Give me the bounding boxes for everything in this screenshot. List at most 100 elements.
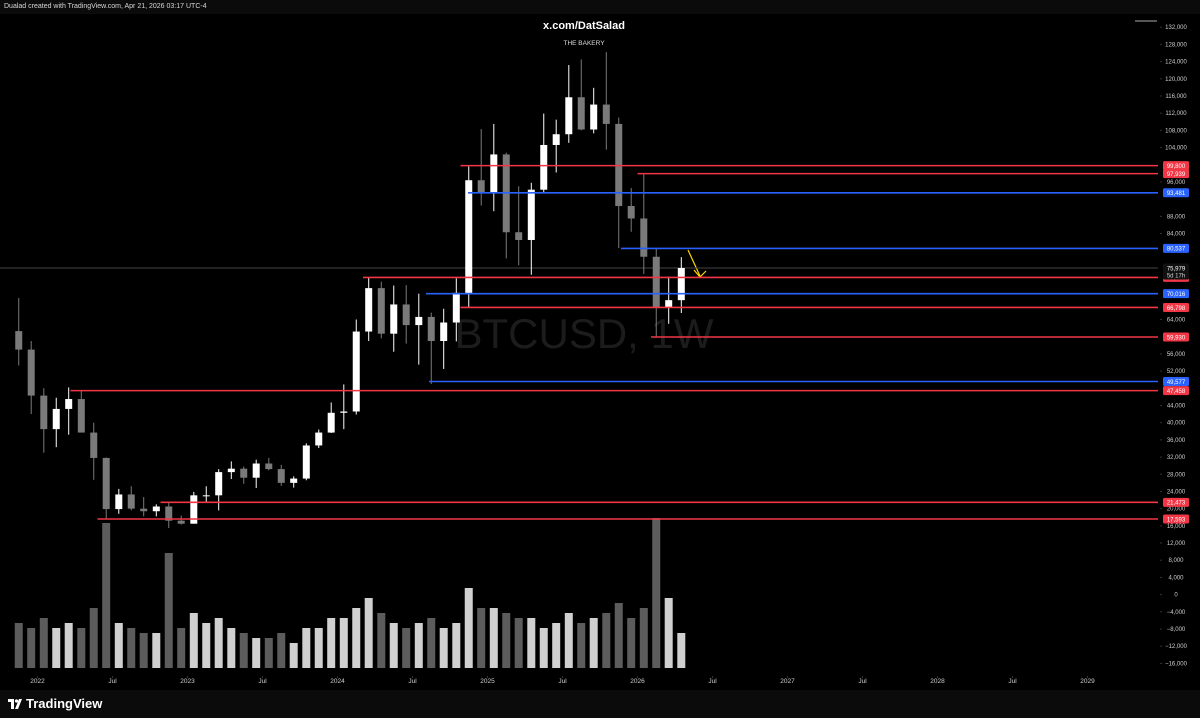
volume-bar xyxy=(589,618,598,668)
x-tick-label: 2024 xyxy=(330,678,345,685)
candle-body xyxy=(265,463,273,470)
x-tick-label: 2022 xyxy=(30,678,45,685)
level-label: 21,473 xyxy=(1167,501,1186,507)
volume-bar xyxy=(89,608,98,668)
candle-body xyxy=(565,97,573,135)
level-label: 47,458 xyxy=(1167,389,1186,395)
level-label-box xyxy=(1163,302,1189,312)
current-price-box xyxy=(1163,263,1189,280)
candle-body xyxy=(315,432,323,446)
volume-bar xyxy=(314,628,323,668)
candle-body xyxy=(15,331,23,350)
x-tick-label: Jul xyxy=(258,678,267,685)
candle-body xyxy=(252,463,260,478)
logo xyxy=(8,699,22,709)
volume-bar xyxy=(252,638,261,668)
y-tick-label: 0 xyxy=(1174,593,1178,599)
candle-body xyxy=(290,478,298,483)
candle-body xyxy=(77,399,85,433)
volume-bar xyxy=(352,608,361,668)
x-tick-label: 2023 xyxy=(180,678,195,685)
level-label-box xyxy=(1163,377,1189,387)
y-tick-label: 32,000 xyxy=(1167,455,1186,461)
candle-body xyxy=(152,506,160,512)
countdown-label: 5d 17h xyxy=(1167,274,1185,280)
volume-bar xyxy=(602,613,611,668)
y-tick-label: 120,000 xyxy=(1165,77,1187,83)
footer: TradingView xyxy=(0,690,1200,718)
volume-bar xyxy=(127,628,136,668)
volume-bar xyxy=(452,623,461,668)
y-tick-label: 4,000 xyxy=(1168,575,1184,581)
level-label: 70,016 xyxy=(1167,292,1186,298)
y-tick-label: 20,000 xyxy=(1167,507,1186,513)
candle-body xyxy=(52,408,60,430)
volume-bar xyxy=(414,623,423,668)
level-label-box xyxy=(1163,169,1189,179)
volume-bar xyxy=(52,628,61,668)
y-tick-label: 16,000 xyxy=(1167,524,1186,530)
volume-bar xyxy=(577,623,586,668)
y-tick-label: 132,000 xyxy=(1165,25,1187,31)
volume-bar xyxy=(427,618,436,668)
x-tick-label: Jul xyxy=(558,678,567,685)
y-tick-label: −12,000 xyxy=(1165,644,1188,650)
y-tick-label: 52,000 xyxy=(1167,369,1186,375)
candle-body xyxy=(602,104,610,124)
candle-body xyxy=(515,232,523,240)
header: Dualad created with TradingView.com, Apr… xyxy=(0,0,1200,14)
level-label-box xyxy=(1163,497,1189,507)
volume-bar xyxy=(552,623,561,668)
chart-title: x.com/DatSalad xyxy=(543,20,625,32)
candle-body xyxy=(352,331,360,412)
y-tick-label: 104,000 xyxy=(1165,146,1187,152)
x-tick-label: 2026 xyxy=(630,678,645,685)
candle-body xyxy=(140,508,148,512)
candle-body xyxy=(240,468,248,478)
volume-bar xyxy=(464,588,473,668)
x-tick-label: Jul xyxy=(858,678,867,685)
volume-bar xyxy=(389,623,398,668)
candle-body xyxy=(377,288,385,334)
candle-body xyxy=(477,180,485,194)
x-tick-label: 2028 xyxy=(930,678,945,685)
candle-body xyxy=(627,206,635,219)
volume-bar xyxy=(139,633,148,668)
volume-bar xyxy=(514,618,523,668)
candle-body xyxy=(327,412,335,433)
candle-body xyxy=(340,411,348,413)
level-label: 97,939 xyxy=(1167,172,1186,178)
y-tick-label: 116,000 xyxy=(1165,94,1187,100)
volume-bar xyxy=(664,598,673,668)
volume-bar xyxy=(677,633,686,668)
level-label: 59,930 xyxy=(1167,335,1186,341)
volume-bar xyxy=(289,643,298,668)
candle-body xyxy=(540,144,548,190)
volume-bar xyxy=(64,623,73,668)
volume-bar xyxy=(439,628,448,668)
level-label: 80,537 xyxy=(1167,247,1186,253)
volume-bar xyxy=(477,608,486,668)
volume-bar xyxy=(27,628,36,668)
level-label-box xyxy=(1163,243,1189,253)
level-label: 17,593 xyxy=(1167,517,1186,523)
y-tick-label: −4,000 xyxy=(1167,610,1186,616)
volume-bar xyxy=(339,618,348,668)
x-tick-label: Jul xyxy=(1008,678,1017,685)
x-tick-label: 2027 xyxy=(780,678,795,685)
volume-bar xyxy=(77,628,86,668)
volume-bar xyxy=(402,628,411,668)
volume-bar xyxy=(639,608,648,668)
candle-body xyxy=(552,134,560,145)
volume-bar xyxy=(227,628,236,668)
current-price-label: 75,979 xyxy=(1167,266,1186,272)
y-tick-label: −8,000 xyxy=(1167,627,1186,633)
candle-body xyxy=(640,218,648,257)
y-tick-label: 24,000 xyxy=(1167,489,1186,495)
volume-bar xyxy=(239,633,248,668)
level-label-box xyxy=(1163,514,1189,524)
candle-body xyxy=(465,180,473,293)
candle-body xyxy=(665,300,673,308)
y-tick-label: 56,000 xyxy=(1167,352,1186,358)
volume-bar xyxy=(189,613,198,668)
